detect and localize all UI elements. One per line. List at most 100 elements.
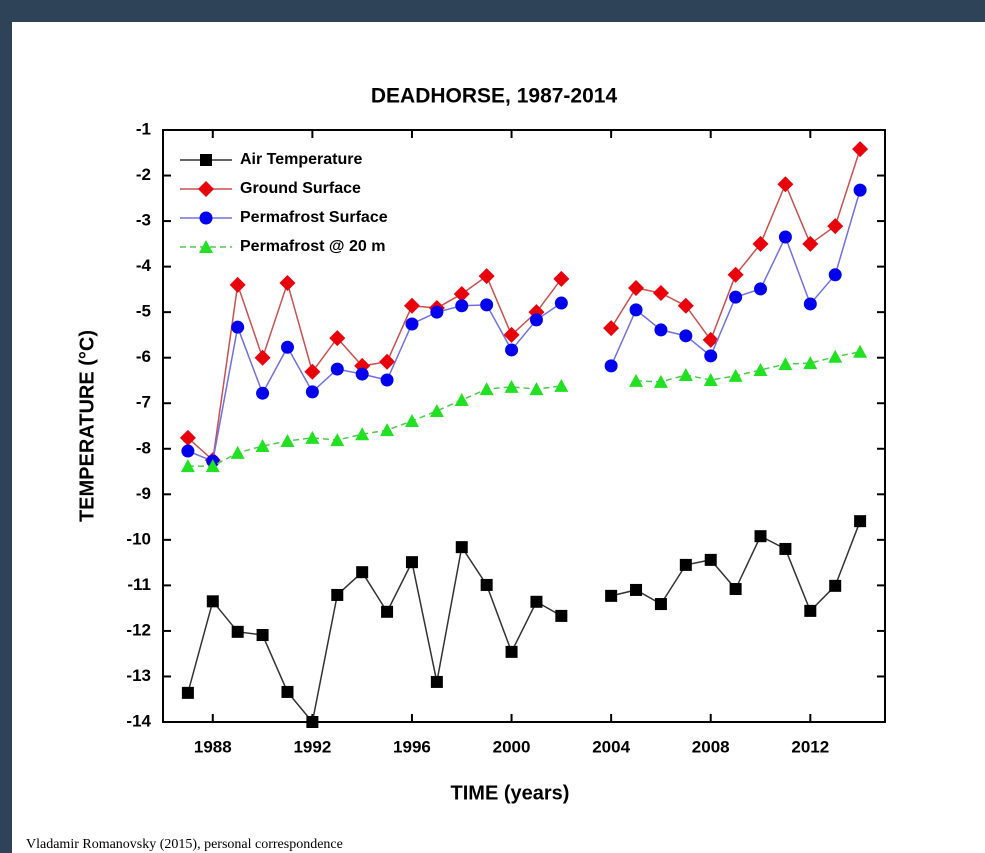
data-point: [379, 353, 396, 370]
data-point: [605, 589, 618, 602]
data-point: [629, 373, 644, 387]
data-point: [603, 320, 620, 337]
data-point: [179, 429, 196, 446]
data-point: [604, 359, 618, 373]
data-point: [305, 430, 320, 444]
legend-marker: [199, 240, 213, 253]
legend-label: Permafrost @ 20 m: [240, 238, 385, 255]
x-tick-label: 1988: [194, 737, 232, 756]
y-tick-label: -13: [126, 666, 151, 685]
y-tick-label: -10: [126, 529, 151, 548]
y-tick-label: -9: [136, 484, 151, 503]
caption: Vladamir Romanovsky (2015), personal cor…: [26, 837, 343, 852]
y-tick-label: -6: [136, 347, 151, 366]
data-point: [629, 303, 643, 317]
data-point: [453, 285, 470, 302]
chart-title: DEADHORSE, 1987-2014: [371, 85, 618, 108]
data-point: [529, 382, 544, 396]
data-point: [504, 379, 519, 393]
data-point: [853, 344, 868, 358]
data-point: [454, 393, 469, 407]
data-point: [229, 276, 246, 293]
data-point: [679, 329, 693, 343]
data-point: [505, 343, 519, 357]
plot-frame: [162, 129, 886, 723]
legend-label: Permafrost Surface: [240, 209, 388, 226]
y-tick-label: -8: [136, 438, 151, 457]
data-point: [753, 362, 768, 376]
data-point: [803, 297, 817, 311]
data-point: [405, 317, 419, 331]
data-point: [702, 331, 719, 348]
data-point: [280, 340, 294, 354]
data-point: [653, 374, 668, 388]
data-point: [231, 625, 244, 638]
panel: [12, 22, 985, 853]
data-point: [180, 459, 195, 473]
legend-label: Air Temperature: [240, 151, 363, 168]
data-point: [679, 558, 692, 571]
data-point: [330, 433, 345, 447]
y-axis-label: TEMPERATURE (°C): [76, 330, 98, 522]
data-point: [503, 326, 520, 343]
data-point: [455, 541, 468, 554]
data-point: [479, 382, 494, 396]
x-tick-label: 2004: [592, 737, 630, 756]
series-line: [187, 351, 861, 467]
data-point: [381, 605, 394, 618]
y-tick-label: -12: [126, 620, 151, 639]
data-point: [279, 275, 296, 292]
data-point: [802, 235, 819, 252]
y-tick-label: -4: [136, 256, 152, 275]
data-point: [380, 373, 394, 387]
x-tick-label: 2000: [493, 737, 531, 756]
data-point: [404, 413, 419, 427]
data-point: [181, 444, 195, 458]
data-point: [405, 556, 418, 569]
data-point: [828, 268, 842, 282]
data-point: [529, 313, 543, 327]
data-point: [778, 230, 792, 244]
data-point: [280, 434, 295, 448]
legend-marker: [200, 154, 212, 166]
data-point: [205, 459, 220, 473]
data-point: [727, 266, 744, 283]
data-point: [654, 598, 667, 611]
data-point: [777, 176, 794, 193]
data-point: [306, 716, 319, 728]
legend-marker: [198, 181, 214, 197]
data-point: [852, 141, 869, 158]
data-point: [754, 530, 767, 543]
x-axis-label: TIME (years): [451, 782, 570, 804]
y-tick-label: -3: [136, 211, 151, 230]
data-point: [652, 285, 669, 302]
data-point: [804, 604, 817, 617]
data-point: [355, 367, 369, 381]
data-point: [429, 403, 444, 417]
data-point: [829, 579, 842, 592]
data-point: [729, 290, 743, 304]
data-point: [703, 373, 718, 387]
data-point: [555, 609, 568, 622]
y-tick-label: -11: [127, 575, 151, 594]
y-tick-label: -1: [136, 119, 151, 138]
data-point: [480, 578, 493, 591]
y-tick-label: -2: [136, 165, 151, 184]
data-point: [752, 235, 769, 252]
data-point: [778, 357, 793, 371]
y-tick-label: -5: [136, 302, 151, 321]
x-tick-label: 2012: [791, 737, 829, 756]
data-point: [779, 542, 792, 555]
data-point: [430, 305, 444, 319]
data-point: [729, 583, 742, 596]
data-point: [331, 588, 344, 601]
data-point: [530, 595, 543, 608]
data-point: [330, 362, 344, 376]
data-point: [256, 629, 269, 642]
data-point: [505, 645, 518, 658]
data-point: [654, 323, 668, 337]
data-point: [828, 349, 843, 363]
y-tick-label: -14: [126, 711, 151, 730]
y-tick-label: -7: [136, 393, 151, 412]
